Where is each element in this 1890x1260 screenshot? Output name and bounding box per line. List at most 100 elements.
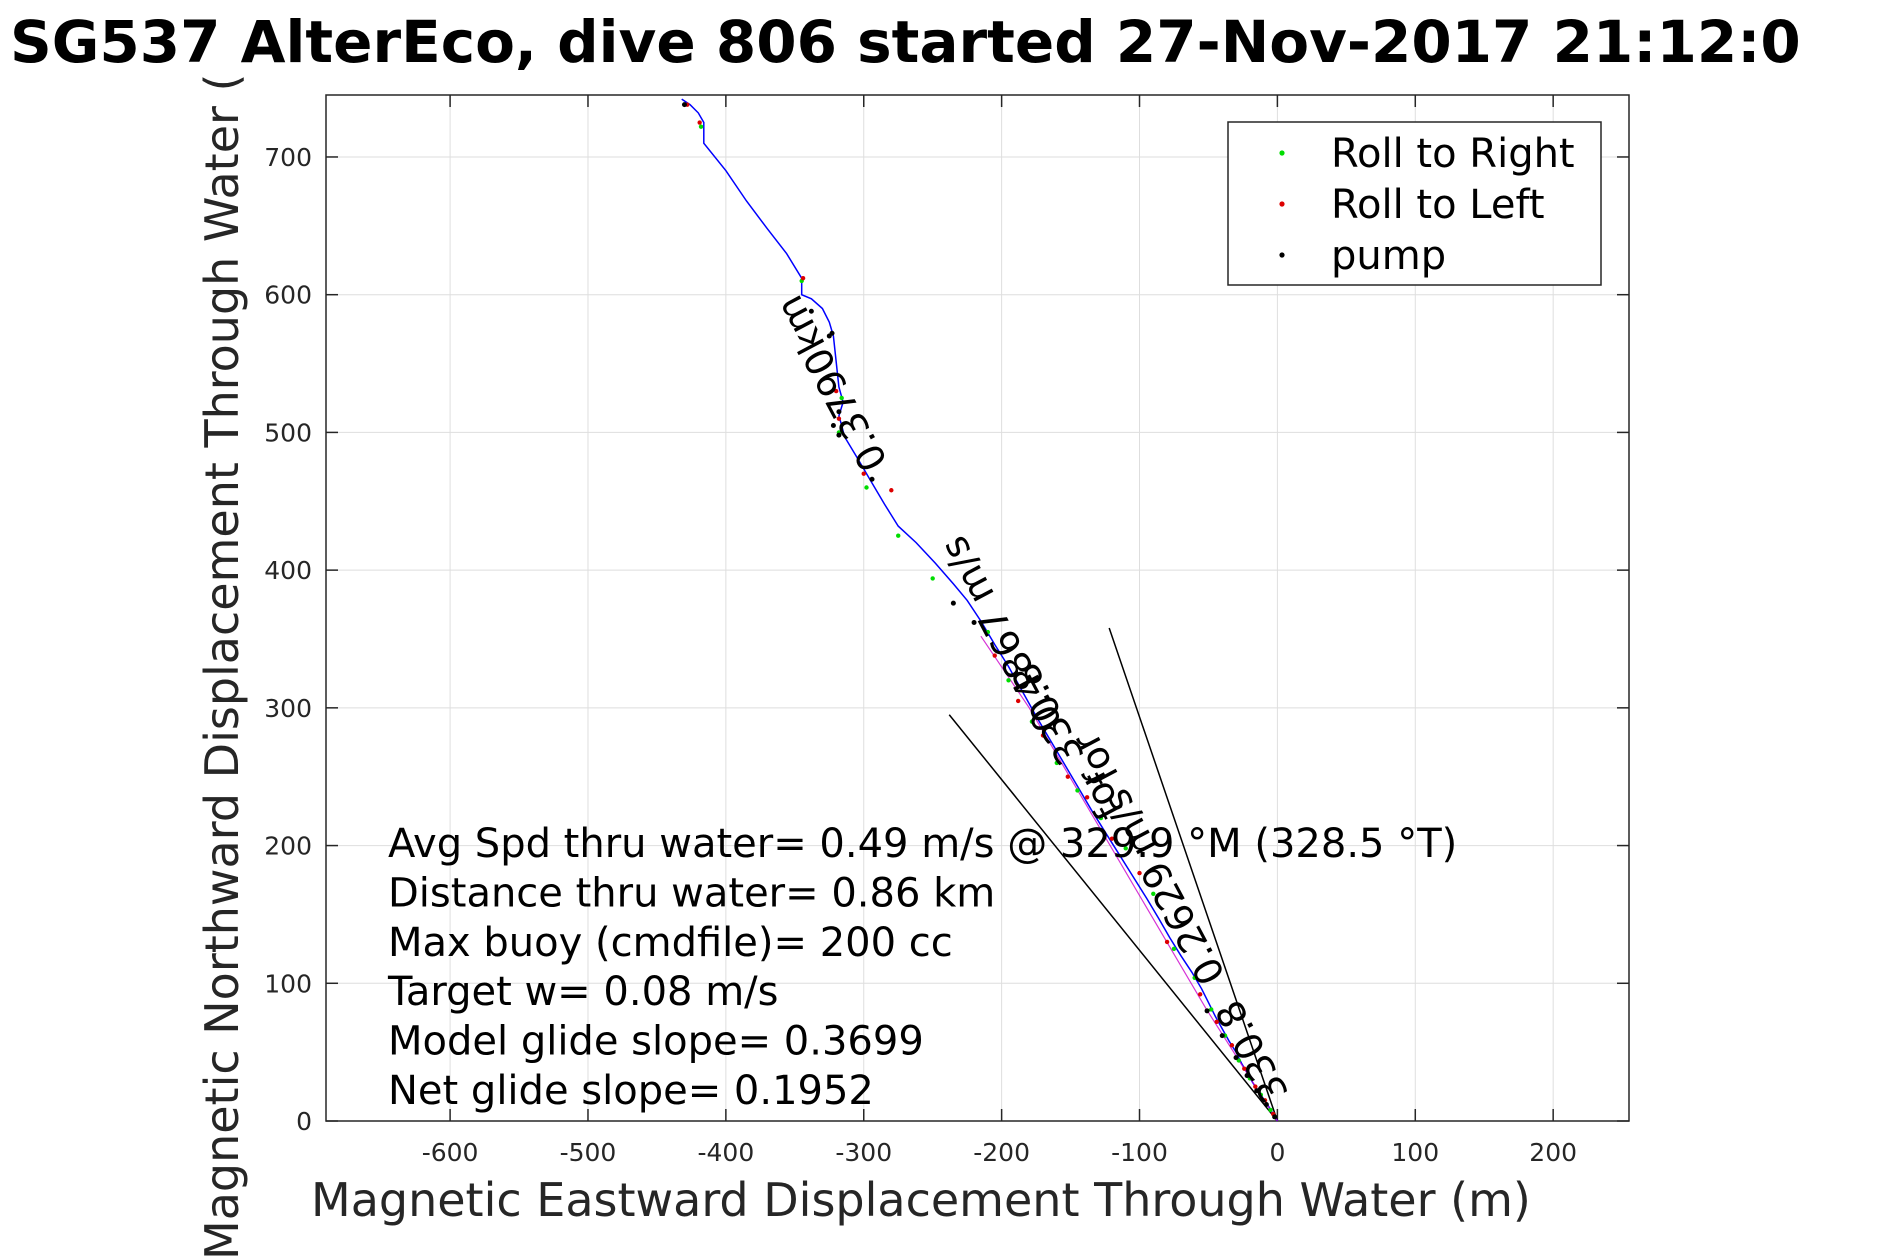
roll-left-point	[1164, 939, 1170, 945]
legend-entry: Roll to Left	[1331, 182, 1545, 228]
legend-entry: Roll to Right	[1331, 131, 1575, 177]
roll-left-point	[1214, 1019, 1219, 1025]
annotation-line: Model glide slope= 0.3699	[388, 1019, 924, 1065]
x-tick-label: -500	[560, 1138, 617, 1167]
plot-area	[325, 94, 1630, 1122]
x-tick-label: -600	[422, 1138, 479, 1167]
annotations: Avg Spd thru water= 0.49 m/s @ 329.9 °M …	[387, 821, 1457, 1114]
pump-point	[836, 432, 842, 438]
pump-point	[681, 102, 687, 108]
roll-left-point	[1109, 836, 1115, 841]
pump-point	[830, 423, 836, 429]
pump-point	[1244, 1073, 1250, 1079]
pump-point	[950, 600, 956, 606]
roll-left-point	[1197, 992, 1203, 997]
roll-left-point	[889, 488, 894, 493]
reference-line	[948, 714, 1278, 1122]
axis-ticks: -600 -500 -400 -300 -200 -100 0 100 200 0 100 200 30…	[264, 95, 1629, 1167]
chart-title: SG537 AlterEco, dive 806 started 27-Nov-…	[10, 8, 1801, 76]
annotation-line: Avg Spd thru water= 0.49 m/s @ 329.9 °M …	[388, 821, 1457, 867]
roll-right-point	[1209, 1007, 1214, 1012]
roll-right-point	[1098, 815, 1104, 821]
y-tick-label: 100	[264, 969, 312, 998]
roll-left-point	[697, 120, 702, 125]
pump-point	[836, 409, 842, 415]
roll-right-point	[930, 576, 935, 581]
x-tick-label: 200	[1529, 1138, 1577, 1167]
roll-right-point	[1054, 760, 1059, 766]
roll-left-point	[833, 388, 839, 394]
grid	[326, 95, 1629, 1122]
roll-right-point	[1151, 891, 1156, 896]
roll-left-point	[1242, 1066, 1247, 1071]
y-tick-label: 200	[264, 832, 312, 861]
legend-entry: pump	[1331, 233, 1446, 279]
y-axis-label: Magnetic Northward Displacement Through …	[195, 74, 249, 1260]
annotation-line: Target w= 0.08 m/s	[387, 969, 778, 1015]
roll-right-point	[1029, 719, 1035, 724]
annotation-line: Distance thru water= 0.86 km	[388, 870, 995, 916]
roll-right-point	[698, 124, 704, 129]
legend-box	[1227, 121, 1602, 286]
pump-track-line	[980, 635, 1278, 1122]
reference-lines	[948, 627, 1279, 1122]
trajectory-line	[681, 98, 1279, 1122]
y-tick-label: 0	[296, 1107, 312, 1136]
annotation-line: Net glide slope= 0.1952	[388, 1068, 874, 1114]
annotation-line: Max buoy (cmdfile)= 200 cc	[388, 920, 953, 966]
pump-point	[1254, 1088, 1260, 1094]
legend-marker	[1279, 201, 1285, 207]
roll-right-point	[896, 533, 901, 538]
roll-left-point	[1040, 733, 1046, 738]
roll-right-point	[1268, 1107, 1273, 1113]
roll-left-point	[1229, 1043, 1235, 1048]
pump-point	[971, 619, 977, 625]
roll-left-point	[1253, 1084, 1258, 1089]
pump-point	[808, 308, 814, 314]
roll-right-point	[1123, 846, 1128, 851]
roll-right-point	[985, 629, 991, 635]
roll-right-point	[1192, 975, 1197, 980]
reference-line	[1108, 627, 1279, 1122]
x-tick-label: -100	[1111, 1138, 1168, 1167]
roll-right-point	[1258, 1092, 1264, 1098]
pump-point	[1219, 1033, 1225, 1039]
pump-point	[1233, 1055, 1239, 1061]
roll-right-point	[1006, 678, 1011, 683]
roll-left-point	[836, 416, 842, 421]
roll-left-point	[861, 471, 866, 476]
x-tick-label: -400	[697, 1138, 754, 1167]
roll-right-point	[1075, 788, 1080, 793]
roll-left-point	[1262, 1098, 1268, 1103]
roll-right-point	[1171, 946, 1177, 952]
y-tick-label: 700	[264, 143, 312, 172]
pump-point	[1272, 1114, 1278, 1120]
roll-left-point	[1015, 698, 1021, 704]
y-tick-label: 500	[264, 418, 312, 447]
y-tick-label: 600	[264, 281, 312, 310]
roll-right-point	[839, 395, 844, 401]
roll-left-point	[992, 653, 997, 658]
pump-point	[1263, 1101, 1269, 1107]
x-tick-label: -300	[835, 1138, 892, 1167]
roll-left-point	[1065, 774, 1071, 779]
pump-point	[826, 333, 832, 339]
x-tick-label: -200	[973, 1138, 1030, 1167]
legend-marker	[1279, 252, 1285, 258]
x-axis-label: Magnetic Eastward Displacement Through W…	[311, 1173, 1531, 1227]
roll-left-point	[1084, 795, 1090, 800]
x-tick-label: 0	[1269, 1138, 1285, 1167]
roll-left-point	[800, 275, 806, 281]
roll-left-point	[1137, 870, 1142, 876]
x-tick-label: 100	[1391, 1138, 1439, 1167]
pump-point	[869, 476, 875, 482]
legend: Roll to Right Roll to Left pump	[1227, 121, 1602, 286]
data-series	[681, 98, 1279, 1122]
pump-point	[1204, 1008, 1210, 1014]
roll-right-point	[864, 485, 869, 490]
y-tick-label: 300	[264, 694, 312, 723]
legend-marker	[1279, 150, 1285, 156]
y-tick-label: 400	[264, 556, 312, 585]
